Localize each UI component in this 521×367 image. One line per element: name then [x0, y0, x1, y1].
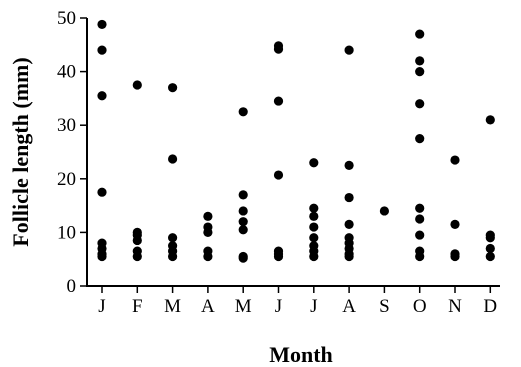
data-point: [309, 203, 319, 213]
data-point: [168, 251, 178, 262]
data-point: [379, 206, 389, 216]
data-point: [273, 44, 284, 54]
data-point: [450, 251, 460, 262]
data-point: [344, 192, 354, 203]
data-point: [238, 190, 248, 200]
data-point: [97, 251, 107, 262]
data-point: [97, 91, 107, 101]
x-tick-label: S: [379, 296, 390, 317]
data-point: [415, 29, 425, 39]
data-point: [344, 160, 354, 170]
data-point: [97, 45, 107, 55]
data-point: [415, 67, 425, 77]
data-point: [415, 99, 425, 109]
data-point: [238, 217, 248, 227]
data-point: [273, 170, 284, 180]
data-point: [415, 214, 425, 224]
data-point: [238, 253, 248, 263]
y-tick-label: 0: [67, 276, 77, 297]
x-tick-label: J: [98, 296, 105, 317]
data-point: [485, 115, 495, 125]
x-tick-label: J: [310, 296, 317, 317]
y-axis-title: Follicle length (mm): [8, 57, 33, 246]
data-point: [203, 227, 213, 237]
data-point: [97, 187, 107, 197]
data-point: [238, 206, 248, 216]
data-point: [309, 251, 319, 262]
x-tick-label: O: [413, 296, 427, 317]
data-point: [485, 243, 495, 254]
data-point: [132, 80, 142, 90]
x-tick-label: A: [342, 296, 356, 317]
data-point: [203, 211, 213, 221]
data-point: [485, 233, 495, 243]
y-axis-ticks: 0 10 20 30 40 50: [57, 8, 87, 297]
data-point: [450, 155, 460, 165]
data-point: [415, 134, 425, 144]
data-point: [309, 233, 319, 243]
data-point: [415, 56, 425, 66]
y-tick-label: 20: [57, 169, 76, 190]
x-tick-label: A: [201, 296, 215, 317]
data-point: [415, 203, 425, 213]
x-tick-label: M: [164, 296, 181, 317]
x-tick-label: N: [448, 296, 462, 317]
data-point: [415, 230, 425, 240]
data-point: [238, 107, 248, 117]
data-point: [273, 251, 284, 262]
data-point: [309, 211, 319, 221]
data-point: [415, 251, 425, 262]
data-point: [450, 219, 460, 229]
x-tick-label: F: [132, 296, 143, 317]
data-point: [309, 158, 319, 168]
y-tick-label: 30: [57, 115, 76, 136]
data-point: [344, 45, 354, 55]
data-point: [273, 96, 284, 106]
data-point: [344, 219, 354, 229]
data-point: [168, 154, 178, 164]
data-point: [168, 233, 178, 243]
data-points: [97, 19, 495, 263]
data-point: [309, 222, 319, 232]
y-tick-label: 50: [57, 8, 76, 29]
data-point: [485, 251, 495, 262]
x-tick-label: D: [483, 296, 497, 317]
data-point: [132, 251, 142, 262]
y-tick-label: 10: [57, 222, 76, 243]
data-point: [97, 19, 107, 30]
x-tick-label: J: [275, 296, 282, 317]
x-tick-label: M: [235, 296, 252, 317]
data-point: [238, 225, 248, 235]
data-point: [344, 251, 354, 262]
data-point: [203, 251, 213, 262]
data-point: [168, 83, 178, 93]
x-axis-title: Month: [269, 342, 333, 367]
y-tick-label: 40: [57, 62, 76, 83]
data-point: [132, 235, 142, 246]
